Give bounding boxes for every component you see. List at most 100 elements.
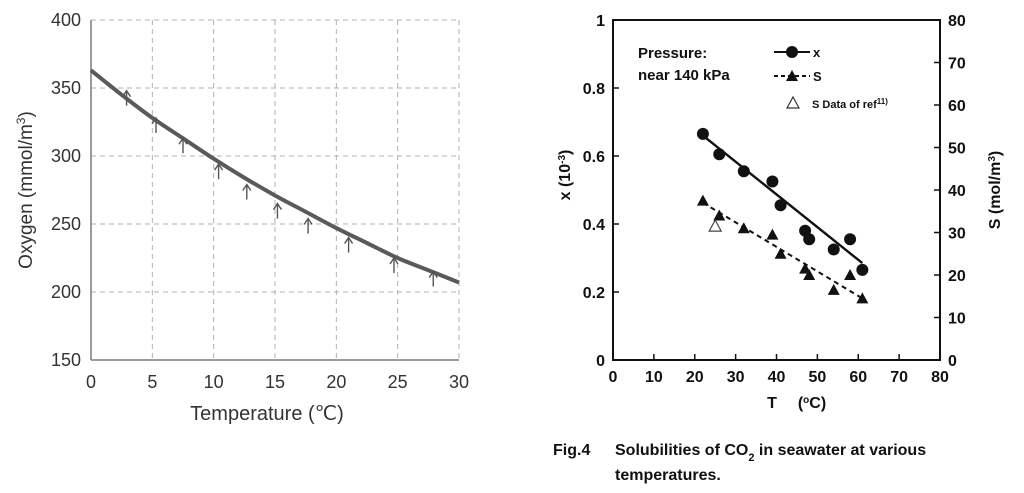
co2-point-x bbox=[766, 175, 779, 188]
co2-x-tick-label: 20 bbox=[686, 369, 704, 386]
co2-legend: x S S Data of ref11) bbox=[774, 45, 888, 111]
co2-left-tick-label: 1 bbox=[596, 13, 605, 30]
legend-entry-s: S bbox=[774, 69, 822, 84]
legend-label-ref: S Data of ref11) bbox=[812, 97, 888, 112]
oxygen-up-arrow-marker bbox=[428, 270, 438, 287]
co2-point-s bbox=[696, 194, 709, 206]
co2-point-x bbox=[737, 165, 750, 178]
co2-point-x bbox=[856, 263, 869, 276]
oxygen-tick-labels: 0 5 10 15 20 25 30 150 200 250 300 350 400 bbox=[51, 10, 469, 392]
co2-fit-line-x bbox=[702, 134, 864, 265]
co2-x-tick-label: 50 bbox=[808, 369, 826, 386]
oxygen-y-tick-label: 150 bbox=[51, 350, 81, 370]
co2-right-axis-label: S (mol/m3) bbox=[987, 151, 1005, 229]
legend-label-x: x bbox=[813, 45, 821, 60]
co2-fit-line-s bbox=[702, 201, 863, 300]
oxygen-up-arrow-marker bbox=[242, 183, 252, 200]
caption-line-1: Solubilities of CO2 in seawater at vario… bbox=[615, 442, 926, 464]
legend-entry-x: x bbox=[774, 45, 821, 60]
co2-point-x bbox=[713, 148, 726, 161]
oxygen-y-axis-label: Oxygen (mmol/m3) bbox=[14, 111, 37, 269]
oxygen-y-tick-label: 200 bbox=[51, 282, 81, 302]
co2-x-tick-label: 80 bbox=[931, 369, 949, 386]
co2-point-x bbox=[774, 199, 787, 212]
co2-x-tick-label: 40 bbox=[768, 369, 786, 386]
oxygen-arrow-markers bbox=[121, 89, 438, 287]
co2-x-tick-label: 30 bbox=[727, 369, 745, 386]
co2-left-tick-label: 0.2 bbox=[583, 285, 605, 302]
oxygen-up-arrow-marker bbox=[121, 89, 132, 106]
oxygen-x-tick-label: 25 bbox=[388, 372, 408, 392]
co2-data-points bbox=[696, 127, 869, 304]
co2-point-x bbox=[696, 127, 709, 140]
legend-marker-x bbox=[786, 46, 798, 58]
oxygen-y-tick-label: 400 bbox=[51, 10, 81, 30]
co2-right-tick-label: 40 bbox=[948, 183, 966, 200]
oxygen-up-arrow-marker bbox=[178, 137, 188, 154]
co2-point-x bbox=[827, 243, 840, 256]
co2-point-s bbox=[713, 209, 726, 221]
oxygen-x-axis-label: Temperature (℃) bbox=[190, 403, 344, 425]
co2-right-tick-label: 80 bbox=[948, 13, 966, 30]
oxygen-y-tick-label: 250 bbox=[51, 214, 81, 234]
co2-right-tick-label: 60 bbox=[948, 98, 966, 115]
co2-point-s bbox=[844, 269, 857, 280]
oxygen-x-tick-label: 10 bbox=[204, 372, 224, 392]
oxygen-up-arrow-marker bbox=[213, 162, 224, 180]
oxygen-up-arrow-marker bbox=[151, 116, 161, 133]
co2-point-s bbox=[799, 262, 812, 274]
co2-right-tick-label: 50 bbox=[948, 141, 966, 158]
co2-right-tick-label: 30 bbox=[948, 226, 966, 243]
co2-point-s bbox=[856, 292, 869, 304]
co2-right-tick-label: 70 bbox=[948, 56, 966, 73]
co2-left-axis-label: x (10-3) bbox=[557, 150, 575, 201]
caption-figure-number: Fig.4 bbox=[553, 442, 590, 459]
co2-right-tick-label: 0 bbox=[948, 353, 957, 370]
oxygen-solubility-curve bbox=[89, 68, 460, 285]
legend-label-s: S bbox=[813, 69, 822, 84]
co2-point-s bbox=[737, 222, 750, 234]
co2-fit-lines bbox=[702, 134, 864, 300]
oxygen-grid bbox=[91, 19, 460, 360]
co2-right-tick-label: 20 bbox=[948, 268, 966, 285]
oxygen-up-arrow-marker bbox=[389, 256, 399, 273]
oxygen-y-tick-label: 300 bbox=[51, 146, 81, 166]
co2-point-s bbox=[766, 228, 779, 240]
oxygen-x-tick-label: 0 bbox=[86, 372, 96, 392]
co2-left-tick-label: 0.4 bbox=[583, 217, 605, 234]
co2-left-tick-label: 0.8 bbox=[583, 81, 605, 98]
co2-point-x bbox=[844, 233, 857, 246]
co2-point-x bbox=[803, 233, 816, 246]
co2-x-tick-label: 60 bbox=[849, 369, 867, 386]
oxygen-x-tick-label: 30 bbox=[449, 372, 469, 392]
co2-x-tick-label: 0 bbox=[609, 369, 618, 386]
co2-ticks: 0 10 20 30 40 50 60 70 8000.20.40.60.81010203040… bbox=[583, 13, 966, 386]
oxygen-x-tick-label: 15 bbox=[265, 372, 285, 392]
oxygen-x-tick-label: 5 bbox=[147, 372, 157, 392]
co2-x-tick-label: 70 bbox=[890, 369, 908, 386]
figure-caption: Fig.4 Solubilities of CO2 in seawater at… bbox=[553, 442, 926, 484]
co2-point-s bbox=[803, 269, 816, 280]
legend-marker-s bbox=[786, 70, 798, 81]
co2-right-tick-label: 10 bbox=[948, 311, 966, 328]
oxygen-up-arrow-marker bbox=[344, 236, 354, 253]
oxygen-x-tick-label: 20 bbox=[326, 372, 346, 392]
co2-x-axis-unit: (oC) bbox=[798, 395, 826, 413]
co2-point-s bbox=[827, 283, 840, 295]
oxygen-up-arrow-marker bbox=[272, 202, 283, 219]
caption-line-2: temperatures. bbox=[615, 467, 721, 484]
co2-pressure-title-line2: near 140 kPa bbox=[638, 67, 730, 84]
co2-x-axis-label: T bbox=[767, 395, 777, 412]
co2-chart: 0 10 20 30 40 50 60 70 8000.20.40.60.81010203040… bbox=[557, 13, 1005, 412]
co2-pressure-title-line1: Pressure: bbox=[638, 45, 707, 62]
co2-left-tick-label: 0.6 bbox=[583, 149, 605, 166]
co2-point-ref bbox=[708, 218, 723, 232]
oxygen-up-arrow-marker bbox=[303, 217, 313, 234]
oxygen-chart: 0 5 10 15 20 25 30 150 200 250 300 350 400 Temperatu… bbox=[14, 10, 469, 425]
co2-x-tick-label: 10 bbox=[645, 369, 663, 386]
legend-marker-ref bbox=[785, 95, 801, 109]
co2-left-tick-label: 0 bbox=[596, 353, 605, 370]
co2-point-s bbox=[774, 247, 787, 259]
oxygen-y-tick-label: 350 bbox=[51, 78, 81, 98]
